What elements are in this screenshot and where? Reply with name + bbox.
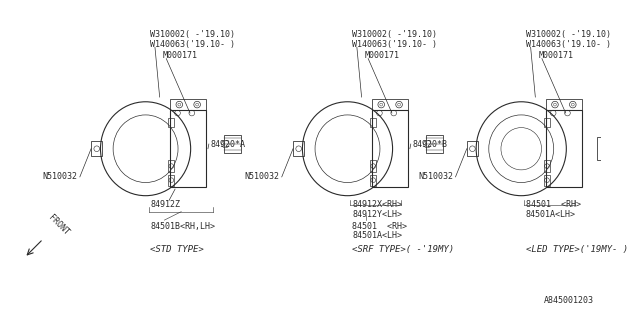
Text: 84920*B: 84920*B (413, 140, 447, 148)
Bar (168, 174, 174, 186)
Text: <STD TYPE>: <STD TYPE> (150, 244, 204, 253)
Bar (372, 99, 408, 110)
Bar (371, 160, 376, 172)
Bar (597, 138, 611, 160)
Bar (372, 110, 408, 187)
Text: 84501  <RH>: 84501 <RH> (352, 222, 407, 231)
Bar (293, 141, 304, 156)
Bar (544, 160, 550, 172)
Text: W310002( -'19.10): W310002( -'19.10) (150, 30, 236, 39)
Text: N510032: N510032 (244, 172, 279, 181)
Bar (467, 141, 478, 156)
Bar (546, 110, 582, 187)
Bar (426, 135, 444, 153)
Text: 84501B<RH,LH>: 84501B<RH,LH> (150, 222, 215, 231)
Text: 84912Z: 84912Z (150, 200, 180, 209)
Text: FRONT: FRONT (47, 213, 71, 237)
Text: <LED TYPE>('19MY- ): <LED TYPE>('19MY- ) (526, 244, 628, 253)
Text: W140063('19.10- ): W140063('19.10- ) (352, 40, 437, 49)
Text: M000171: M000171 (364, 51, 399, 60)
Text: 84501  <RH>: 84501 <RH> (526, 200, 581, 209)
Text: <SRF TYPE>( -'19MY): <SRF TYPE>( -'19MY) (352, 244, 454, 253)
Bar (371, 118, 376, 127)
Bar (170, 99, 206, 110)
Text: N510032: N510032 (42, 172, 77, 181)
Bar (170, 110, 206, 187)
Bar (546, 99, 582, 110)
Text: 84501A<LH>: 84501A<LH> (352, 231, 402, 240)
Text: M000171: M000171 (163, 51, 198, 60)
Text: W310002( -'19.10): W310002( -'19.10) (526, 30, 611, 39)
Text: W310002( -'19.10): W310002( -'19.10) (352, 30, 437, 39)
Text: 84912Y<LH>: 84912Y<LH> (352, 210, 402, 219)
Bar (371, 174, 376, 186)
Text: 84912X<RH>: 84912X<RH> (352, 200, 402, 209)
Text: W140063('19.10- ): W140063('19.10- ) (150, 40, 236, 49)
Bar (544, 174, 550, 186)
Bar (91, 141, 102, 156)
Bar (225, 135, 241, 153)
Text: M000171: M000171 (538, 51, 573, 60)
Bar (168, 160, 174, 172)
Bar (168, 118, 174, 127)
Text: N510032: N510032 (418, 172, 453, 181)
Bar (544, 118, 550, 127)
Text: 84501A<LH>: 84501A<LH> (526, 210, 576, 219)
Text: W140063('19.10- ): W140063('19.10- ) (526, 40, 611, 49)
Text: 84920*A: 84920*A (211, 140, 246, 148)
Text: A845001203: A845001203 (543, 296, 593, 305)
